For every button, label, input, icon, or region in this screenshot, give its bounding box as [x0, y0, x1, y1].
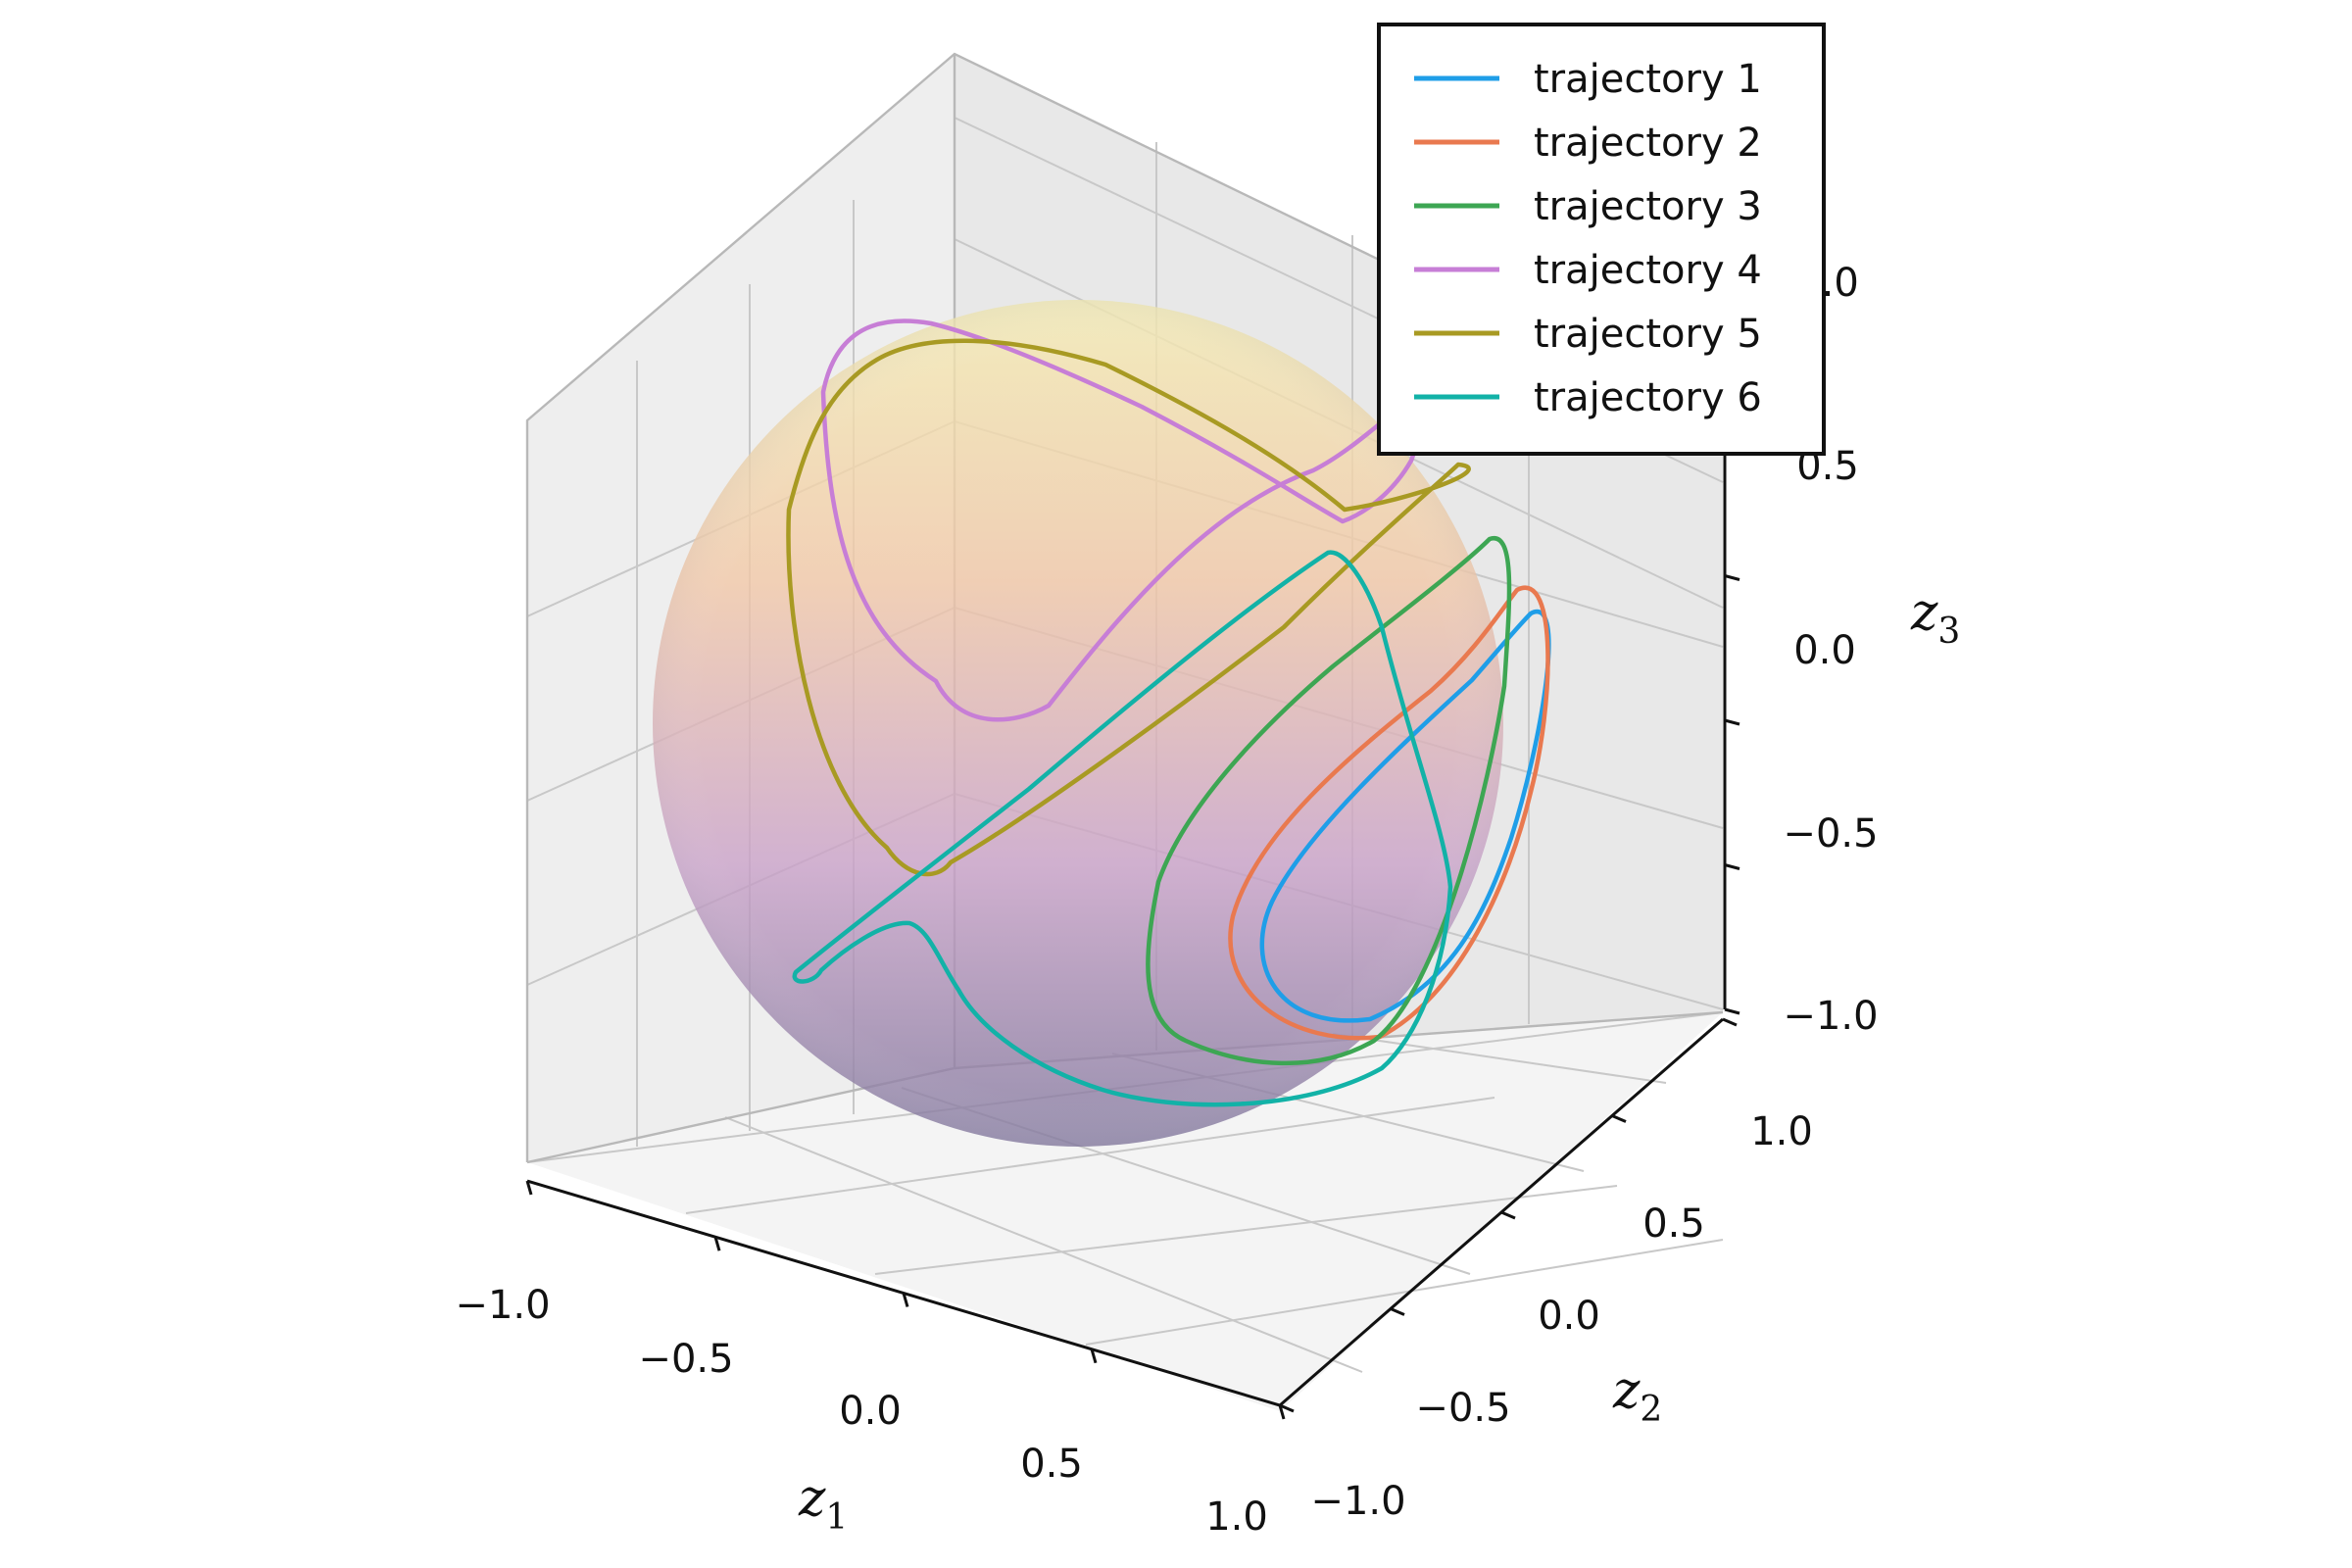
y-tick-label: 0.0 — [1538, 1294, 1600, 1339]
trajectory-3-line — [1146, 535, 1512, 1066]
legend-label: trajectory 1 — [1534, 57, 1762, 102]
trajectory-6-line — [792, 550, 1453, 1107]
legend: trajectory 1 trajectory 2 trajectory 3 t… — [1377, 23, 1826, 456]
y-tick — [1722, 1017, 1738, 1027]
floor-pane — [527, 1012, 1723, 1411]
trajectory-1-line — [1259, 609, 1551, 1023]
legend-label: trajectory 2 — [1534, 121, 1762, 166]
trajectory-2-line — [1228, 585, 1550, 1041]
x-tick — [902, 1293, 909, 1307]
x-tick-label: −0.5 — [638, 1337, 733, 1382]
y-tick-label: 0.5 — [1642, 1201, 1705, 1247]
x-tick — [1090, 1348, 1098, 1364]
trajectory-5-line — [786, 338, 1471, 877]
z-tick — [1724, 863, 1740, 870]
z-tick-label: 0.0 — [1793, 628, 1856, 673]
x-tick — [1278, 1404, 1286, 1420]
z-tick-label: −1.0 — [1783, 994, 1878, 1039]
y-tick-label: −0.5 — [1415, 1386, 1510, 1431]
x-tick — [713, 1236, 721, 1251]
x-tick-label: 1.0 — [1205, 1494, 1268, 1540]
x-tick — [525, 1180, 533, 1196]
trajectory-4-line — [820, 318, 1432, 722]
z-axis-label: z3 — [1910, 583, 1960, 652]
x-tick-label: −1.0 — [455, 1283, 550, 1328]
y-tick-label: −1.0 — [1310, 1479, 1405, 1524]
legend-frame — [1377, 23, 1826, 456]
z-tick — [1724, 1007, 1740, 1015]
y-tick — [1390, 1307, 1405, 1316]
legend-label: trajectory 4 — [1534, 248, 1762, 293]
trajectories — [786, 318, 1551, 1107]
y-tick — [1611, 1114, 1627, 1123]
legend-label: trajectory 3 — [1534, 184, 1762, 229]
x-tick-label: 0.0 — [839, 1389, 902, 1434]
axis-ticks — [525, 429, 1740, 1420]
y-tick — [1279, 1403, 1295, 1413]
z-tick-label: −0.5 — [1783, 811, 1878, 857]
legend-label: trajectory 5 — [1534, 312, 1762, 357]
y-tick-label: 1.0 — [1750, 1109, 1813, 1154]
x-tick-label: 0.5 — [1020, 1442, 1083, 1487]
x-axis-label: z1 — [798, 1469, 848, 1538]
z-tick — [1724, 718, 1740, 726]
y-tick — [1500, 1210, 1516, 1220]
z-tick — [1724, 574, 1740, 581]
legend-label: trajectory 6 — [1534, 375, 1762, 420]
y-axis-label: z2 — [1612, 1361, 1662, 1430]
